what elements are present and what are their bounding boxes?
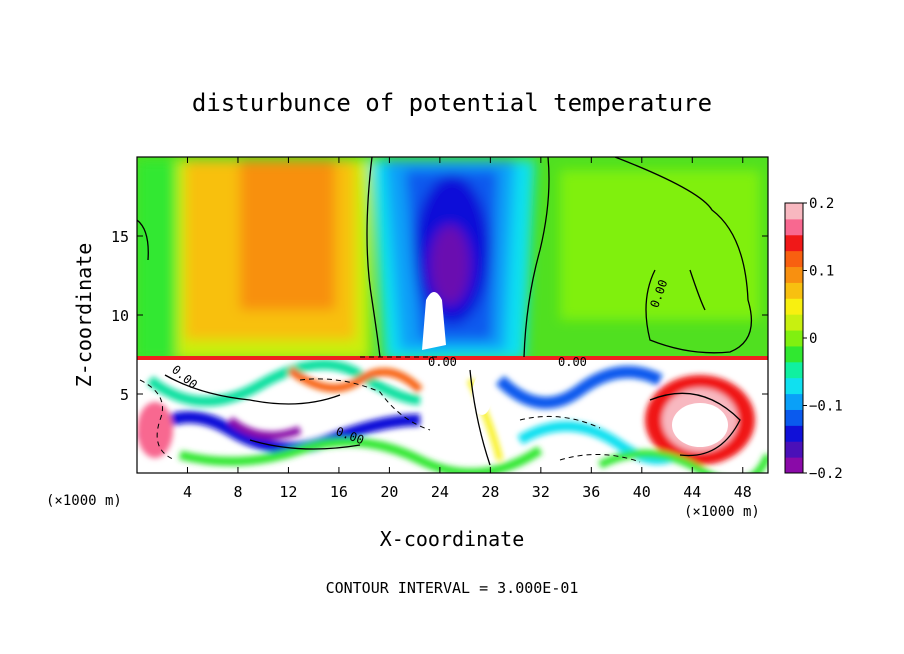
colorbar-swatch	[785, 234, 803, 252]
colorbar-swatch	[785, 314, 803, 331]
x-axis-unit-right: (×1000 m)	[684, 504, 760, 520]
white-eddy-center	[472, 375, 492, 415]
y-tick-label: 15	[111, 228, 129, 246]
colorbar-swatch	[785, 425, 803, 442]
colorbar-swatch	[785, 361, 803, 379]
x-tick-label: 48	[734, 483, 752, 501]
plume-white-tongue	[422, 292, 446, 350]
contour-label: 0.00	[428, 355, 457, 369]
interface-line	[137, 356, 768, 360]
x-tick-label: 40	[633, 483, 651, 501]
colorbar-tick-label: −0.2	[809, 466, 843, 482]
colorbar: 0.2 0.1 0 −0.1 −0.2	[784, 196, 843, 482]
colorbar-tick-label: −0.1	[809, 399, 843, 415]
colorbar-swatch	[785, 250, 803, 268]
white-eddy-right	[672, 403, 728, 447]
chart-title: disturbunce of potential temperature	[192, 89, 712, 117]
colorbar-swatch	[785, 282, 803, 299]
contour-label: 0.00	[558, 355, 587, 369]
colorbar-swatch	[785, 266, 803, 283]
x-tick-label: 32	[532, 483, 550, 501]
colorbar-swatch	[785, 409, 803, 426]
contour-lines-dashed	[139, 356, 641, 463]
x-axis-unit-left: (×1000 m)	[46, 493, 122, 509]
y-axis: 5 10 15	[111, 228, 768, 404]
colorbar-swatch	[785, 441, 803, 458]
colorbar-swatch	[785, 203, 803, 220]
cold-plume-center	[430, 225, 470, 305]
turbulent-band-e	[495, 366, 663, 409]
turbulent-band-g	[227, 416, 302, 440]
colorbar-tick-label: 0.1	[809, 264, 834, 280]
x-tick-label: 44	[683, 483, 701, 501]
x-tick-label: 24	[431, 483, 449, 501]
warm-eddy-left	[137, 402, 173, 458]
colorbar-swatch	[785, 218, 803, 236]
x-axis: 4 8 12 16 20 24 28 32 36 40 44 48	[183, 157, 752, 501]
x-tick-label: 12	[279, 483, 297, 501]
x-tick-label: 36	[582, 483, 600, 501]
contour-interval-note: CONTOUR INTERVAL = 3.000E-01	[326, 579, 579, 597]
turbulent-band-a	[137, 411, 421, 454]
warm-region-core	[240, 160, 335, 310]
colorbar-swatch	[785, 330, 803, 347]
x-tick-label: 16	[330, 483, 348, 501]
rightside-region	[560, 170, 760, 320]
colorbar-swatch	[785, 345, 803, 363]
colorbar-swatch	[785, 377, 803, 395]
x-axis-label: X-coordinate	[380, 527, 525, 551]
y-tick-label: 10	[111, 307, 129, 325]
x-tick-label: 8	[233, 483, 242, 501]
colorbar-tick-label: 0.2	[809, 196, 834, 212]
colorbar-swatch	[785, 393, 803, 410]
turbulent-band-d	[287, 366, 423, 393]
plot-area: 0.00 0.00 0.00 0.00 0.00	[137, 157, 768, 473]
turbulent-band-b	[146, 359, 421, 407]
colorbar-swatch	[785, 298, 803, 315]
y-tick-label: 5	[120, 386, 129, 404]
leftside-region	[137, 160, 177, 360]
colorbar-tick-label: 0	[809, 331, 817, 347]
x-tick-label: 20	[380, 483, 398, 501]
colorbar-swatch	[785, 457, 803, 474]
contour-lines	[137, 157, 752, 466]
x-tick-label: 4	[183, 483, 192, 501]
x-tick-label: 28	[481, 483, 499, 501]
turbulent-band-i	[598, 449, 768, 473]
y-axis-label: Z-coordinate	[72, 243, 96, 388]
